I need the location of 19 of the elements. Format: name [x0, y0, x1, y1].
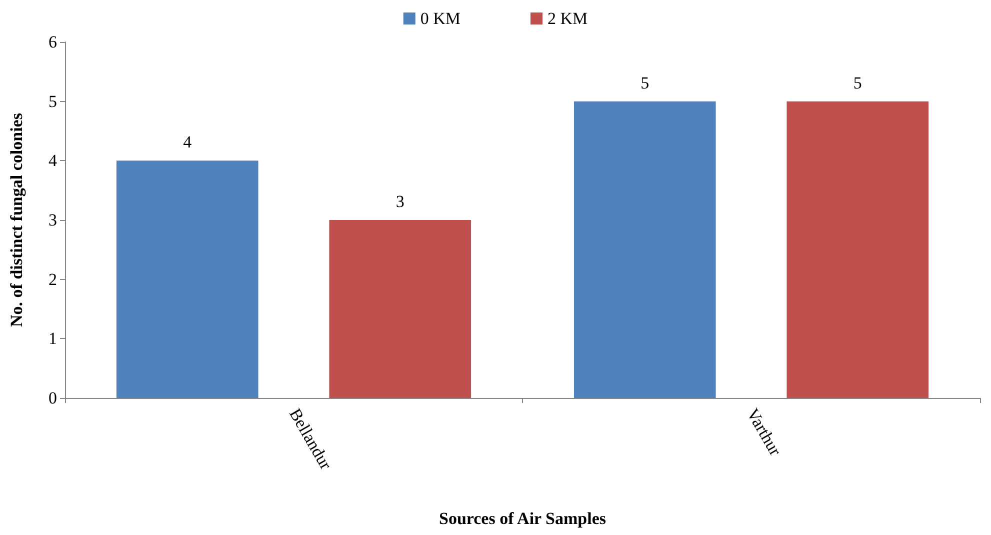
bar	[116, 160, 258, 398]
x-axis-title: Sources of Air Samples	[438, 509, 606, 528]
y-axis-title: No. of distinct fungal colonies	[7, 112, 26, 327]
bar	[786, 101, 929, 398]
bar	[329, 220, 472, 398]
y-tick-label: 1	[48, 329, 57, 348]
y-tick-label: 3	[48, 210, 57, 230]
legend-label: 2 KM	[548, 9, 588, 28]
y-tick-label: 0	[48, 388, 57, 408]
y-tick-label: 5	[48, 92, 57, 111]
y-tick-label: 2	[48, 270, 57, 289]
legend-label: 0 KM	[420, 9, 461, 28]
data-label: 3	[396, 192, 404, 211]
data-label: 4	[183, 132, 192, 152]
data-label: 5	[853, 73, 862, 92]
y-tick-label: 4	[48, 151, 58, 170]
y-tick-label: 6	[48, 32, 57, 52]
data-label: 5	[640, 73, 650, 92]
bar	[574, 101, 716, 398]
